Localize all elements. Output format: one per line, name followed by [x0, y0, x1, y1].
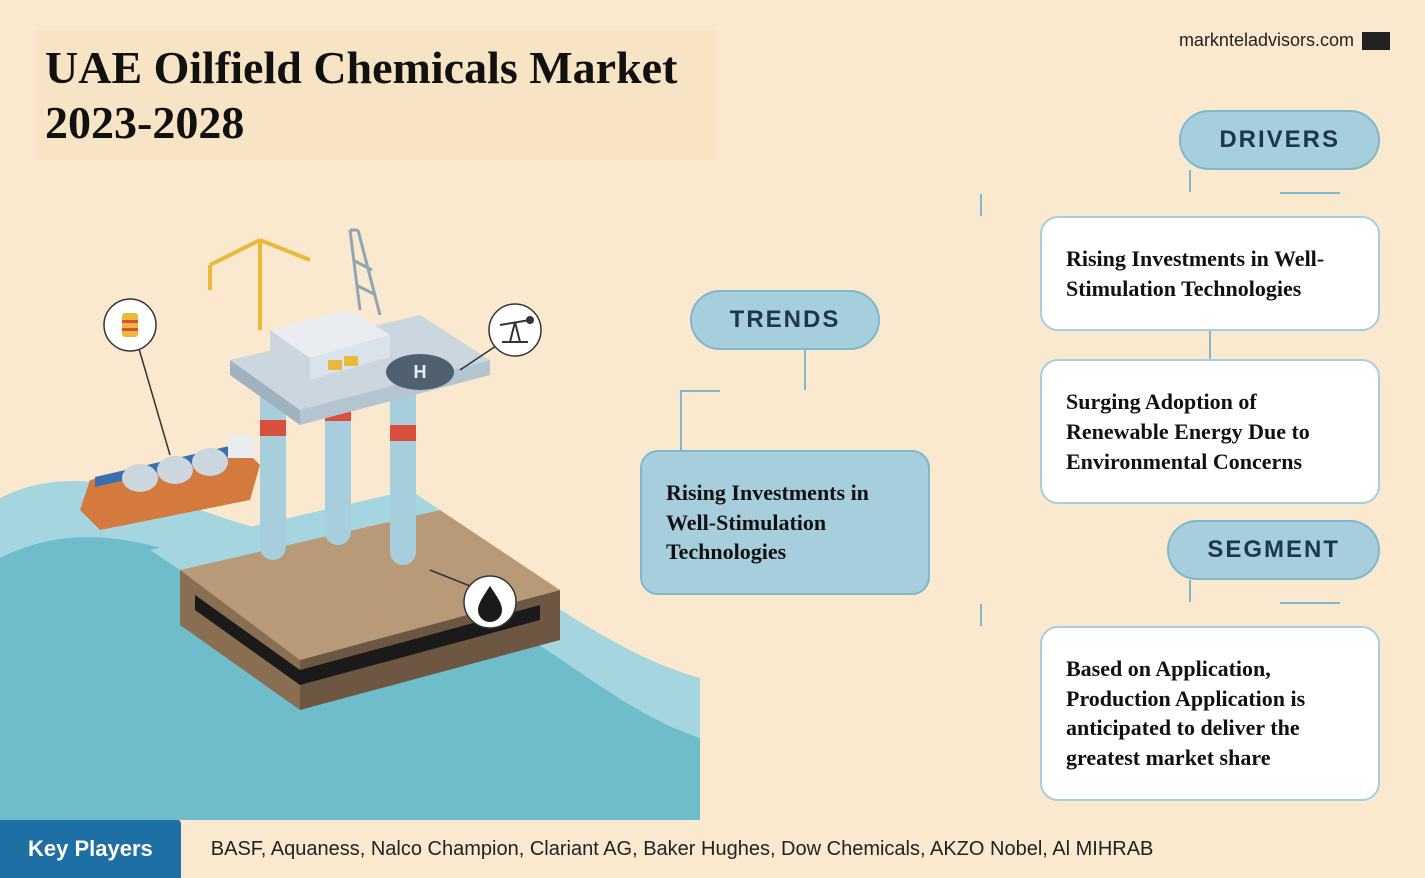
connector-line [680, 392, 682, 452]
drivers-card-2: Surging Adoption of Renewable Energy Due… [1040, 359, 1380, 504]
segment-tag: SEGMENT [1167, 520, 1380, 580]
connector-line [680, 390, 720, 392]
segment-section: SEGMENT Based on Application, Production… [1040, 520, 1380, 801]
title-line-1: UAE Oilfield Chemicals Market [45, 42, 677, 93]
page-title: UAE Oilfield Chemicals Market 2023-2028 [45, 40, 677, 150]
connector-line [1189, 170, 1191, 192]
drivers-tag: DRIVERS [1179, 110, 1380, 170]
footer-bar: Key Players BASF, Aquaness, Nalco Champi… [0, 820, 1425, 878]
connector-line [980, 194, 982, 216]
source-attribution: marknteladvisors.com [1179, 30, 1390, 51]
title-block: UAE Oilfield Chemicals Market 2023-2028 [35, 30, 717, 160]
trends-section: TRENDS Rising Investments in Well-Stimul… [640, 290, 930, 595]
source-label: marknteladvisors.com [1179, 30, 1354, 51]
connector-line [1280, 602, 1340, 604]
title-line-2: 2023-2028 [45, 97, 244, 148]
drivers-card-1: Rising Investments in Well-Stimulation T… [1040, 216, 1380, 331]
connector-line [1209, 331, 1211, 359]
trends-card: Rising Investments in Well-Stimulation T… [640, 450, 930, 595]
key-players-list: BASF, Aquaness, Nalco Champion, Clariant… [181, 838, 1154, 861]
segment-card: Based on Application, Production Applica… [1040, 626, 1380, 801]
source-bar-icon [1362, 32, 1390, 50]
oil-rig-illustration: H [60, 210, 580, 710]
key-players-tag: Key Players [0, 820, 181, 878]
connector-line [1280, 192, 1340, 194]
drivers-section: DRIVERS Rising Investments in Well-Stimu… [1040, 110, 1380, 504]
connector-line [980, 604, 982, 626]
svg-text:H: H [414, 362, 427, 382]
oil-barrel-icon [122, 313, 138, 337]
connector-line [1189, 580, 1191, 602]
connector-line [804, 350, 806, 390]
trends-tag: TRENDS [690, 290, 881, 350]
